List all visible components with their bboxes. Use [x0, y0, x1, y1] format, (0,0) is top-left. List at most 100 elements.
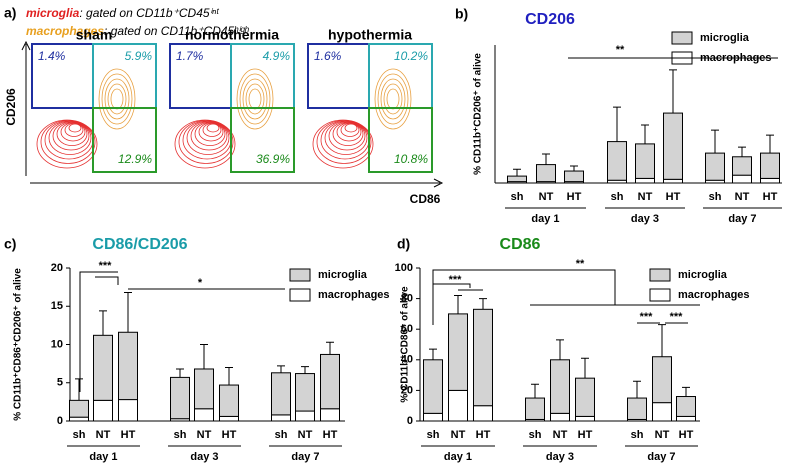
contour	[178, 120, 234, 164]
bar-segment	[760, 177, 780, 184]
error-bar	[556, 339, 564, 360]
contour	[107, 83, 127, 115]
contour	[380, 78, 406, 120]
contour	[336, 122, 362, 142]
significance: ***	[670, 311, 684, 323]
panel-a: a) microglia: gated on CD11b⁺CD45ⁱⁿᵗ mac…	[4, 5, 444, 206]
contour	[242, 78, 268, 120]
contour	[344, 123, 358, 133]
contour	[68, 123, 82, 133]
error-bar	[75, 378, 83, 401]
bar-segment	[507, 175, 527, 183]
bar-segment	[652, 356, 672, 404]
contour	[190, 121, 228, 151]
pct-ul: 1.6%	[314, 49, 342, 63]
plot-title: normothermia	[185, 27, 279, 43]
legend-label: microglia	[678, 269, 728, 281]
y-axis-label: % CD11b⁺CD206⁺ of alive	[473, 53, 484, 175]
legend-swatch	[289, 288, 311, 302]
group-label: day 1	[444, 451, 472, 463]
chart-title: CD86	[500, 236, 541, 253]
x-tick-label: NT	[451, 429, 466, 441]
significance: *	[198, 277, 203, 289]
legend-swatch	[289, 268, 311, 282]
error-bar	[738, 146, 746, 157]
x-tick-label: sh	[709, 191, 722, 203]
bar-segment	[564, 170, 584, 183]
x-tick-label: sh	[73, 429, 86, 441]
y-tick-label: 60	[401, 323, 413, 335]
significance: ***	[640, 311, 654, 323]
bar-segment	[627, 397, 647, 420]
x-tick-label: HT	[578, 429, 593, 441]
bar-segment	[663, 112, 683, 180]
x-tick-label: HT	[121, 429, 136, 441]
x-axis-label: CD86	[410, 192, 441, 206]
group-label: day 1	[89, 451, 117, 463]
bar-segment	[448, 389, 468, 422]
y-axis-label: % CD11b⁺CD86⁺ of alive	[400, 286, 411, 403]
contour	[60, 122, 86, 142]
y-axis-label: CD206	[4, 88, 18, 126]
contour	[202, 123, 222, 137]
contour	[101, 73, 133, 125]
group-label: day 3	[631, 213, 659, 225]
x-tick-label: sh	[427, 429, 440, 441]
y-tick-label: 20	[51, 262, 63, 274]
contour	[374, 68, 412, 130]
significance-bracket	[79, 271, 119, 392]
x-tick-label: NT	[735, 191, 750, 203]
pct-ur: 4.9%	[263, 49, 291, 63]
legend-label: microglia	[700, 32, 750, 44]
bar-segment	[676, 396, 696, 417]
pct-ul: 1.4%	[38, 49, 66, 63]
contour	[324, 121, 368, 155]
error-bar	[711, 129, 719, 154]
bar-segment	[663, 178, 683, 184]
bar-segment	[760, 152, 780, 179]
error-bar	[641, 124, 649, 144]
bar-segment	[118, 399, 138, 422]
error-bar	[99, 310, 107, 336]
flow-plot: sham 1.4% 5.9% 12.9%	[31, 27, 157, 173]
bar-chart: d) CD86 % CD11b⁺CD86⁺ of alive 0 20 40 60 80 100…	[395, 236, 750, 463]
pct-ur: 10.2%	[394, 49, 428, 63]
contour	[64, 123, 84, 137]
bar-segment	[320, 353, 340, 410]
flow-plot: normothermia 1.7% 4.9% 36.9%	[169, 27, 295, 173]
y-tick-label: 0	[407, 415, 413, 427]
bar-segment	[271, 414, 291, 422]
gate-cell: macrophages	[26, 24, 104, 38]
plot-title: hypothermia	[328, 27, 412, 43]
contour	[52, 121, 90, 151]
y-tick-label: 5	[57, 377, 63, 389]
error-bar	[613, 106, 621, 142]
bar-segment	[118, 331, 138, 401]
significance: **	[616, 44, 625, 56]
error-bar	[301, 366, 309, 374]
error-bar	[658, 324, 666, 357]
legend-label: microglia	[318, 269, 368, 281]
error-bar	[479, 298, 487, 310]
contour	[386, 88, 400, 110]
x-tick-label: NT	[197, 429, 212, 441]
error-bar	[277, 365, 285, 373]
error-bar	[176, 368, 184, 378]
bar-segment	[525, 397, 545, 420]
x-tick-label: NT	[96, 429, 111, 441]
error-bar	[454, 295, 462, 314]
bar-segment	[194, 368, 214, 410]
x-tick-label: HT	[323, 429, 338, 441]
group-label: day 1	[531, 213, 559, 225]
bar-segment	[423, 412, 443, 422]
contour	[186, 121, 230, 155]
bar-segment	[295, 373, 315, 412]
bar-segment	[536, 164, 556, 183]
bar-segment	[219, 415, 239, 422]
significance: **	[576, 258, 585, 270]
bar-segment	[448, 313, 468, 391]
legend-swatch	[671, 31, 693, 45]
y-axis-label: % CD11b⁺CD86⁺CD206⁺ of alive	[13, 268, 24, 421]
y-tick-label: 40	[401, 354, 413, 366]
x-tick-label: HT	[679, 429, 694, 441]
